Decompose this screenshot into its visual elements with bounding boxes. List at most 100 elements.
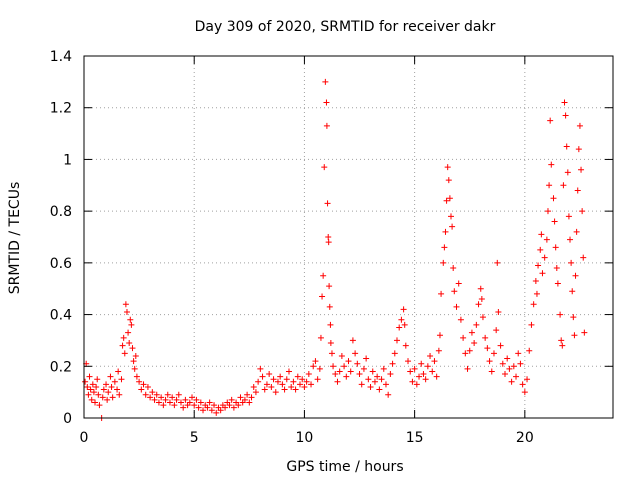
data-point [387,371,394,378]
data-point [416,373,423,380]
data-point [442,228,449,235]
data-point [547,117,554,124]
tick-marks [83,55,613,419]
data-point [228,396,235,403]
data-point [422,376,429,383]
data-point [400,306,407,313]
data-point [226,402,233,409]
data-point [324,200,331,207]
data-point [259,373,266,380]
data-point [111,378,118,385]
data-point [89,381,96,388]
data-point [561,99,568,106]
x-tick-labels: 0 5 10 15 20 [80,430,534,446]
data-point [447,213,454,220]
data-point [424,363,431,370]
data-point [578,166,585,173]
data-point [365,376,372,383]
data-point [323,122,330,129]
data-point [290,378,297,385]
data-point [572,272,579,279]
data-point [466,347,473,354]
data-point [158,394,165,401]
data-point [115,368,122,375]
data-point [557,311,564,318]
plot-frame [83,55,614,419]
data-point [515,350,522,357]
data-point [327,340,334,347]
data-point [142,391,149,398]
data-point [550,195,557,202]
data-point [494,259,501,266]
x-tick-label: 20 [516,430,534,446]
x-tick-label: 15 [406,430,424,446]
data-point [444,164,451,171]
data-point [326,303,333,310]
data-point [160,402,167,409]
data-point [352,350,359,357]
data-point [431,358,438,365]
data-point [508,378,515,385]
data-point [488,368,495,375]
data-point [440,259,447,266]
data-point [208,407,215,414]
data-point [153,391,160,398]
data-point [573,228,580,235]
data-point [546,182,553,189]
x-axis-label: GPS time / hours [286,459,403,475]
data-point [554,280,561,287]
data-point [200,407,207,414]
data-point [321,164,328,171]
data-point [169,394,176,401]
data-point [532,277,539,284]
data-point [495,308,502,315]
data-point [570,314,577,321]
data-point [109,394,116,401]
data-point [237,394,244,401]
data-point [544,208,551,215]
data-point [330,363,337,370]
data-point [356,371,363,378]
data-point [360,365,367,372]
data-point [272,389,279,396]
data-point [303,378,310,385]
data-point [332,371,339,378]
data-point [571,332,578,339]
data-point [323,99,330,106]
data-point [563,143,570,150]
data-point [314,376,321,383]
data-point [413,381,420,388]
data-point [147,394,154,401]
data-point [482,334,489,341]
data-point [535,262,542,269]
data-point [445,177,452,184]
data-point [87,386,94,393]
data-point [131,365,138,372]
data-point [162,396,169,403]
data-point [294,373,301,380]
data-point [530,301,537,308]
data-point [186,399,193,406]
data-point [305,371,312,378]
data-point [468,329,475,336]
data-point [389,360,396,367]
data-points [82,78,588,421]
data-point [326,283,333,290]
data-point [380,365,387,372]
x-tick-label: 5 [190,430,199,446]
data-point [449,223,456,230]
data-point [574,187,581,194]
data-point [173,396,180,403]
data-point [299,376,306,383]
data-point [195,404,202,411]
data-point [257,365,264,372]
data-point [484,345,491,352]
data-point [471,340,478,347]
data-point [116,391,123,398]
y-tick-label: 0.2 [50,359,72,375]
data-point [396,324,403,331]
data-point [537,246,544,253]
data-point [343,373,350,380]
data-point [457,316,464,323]
